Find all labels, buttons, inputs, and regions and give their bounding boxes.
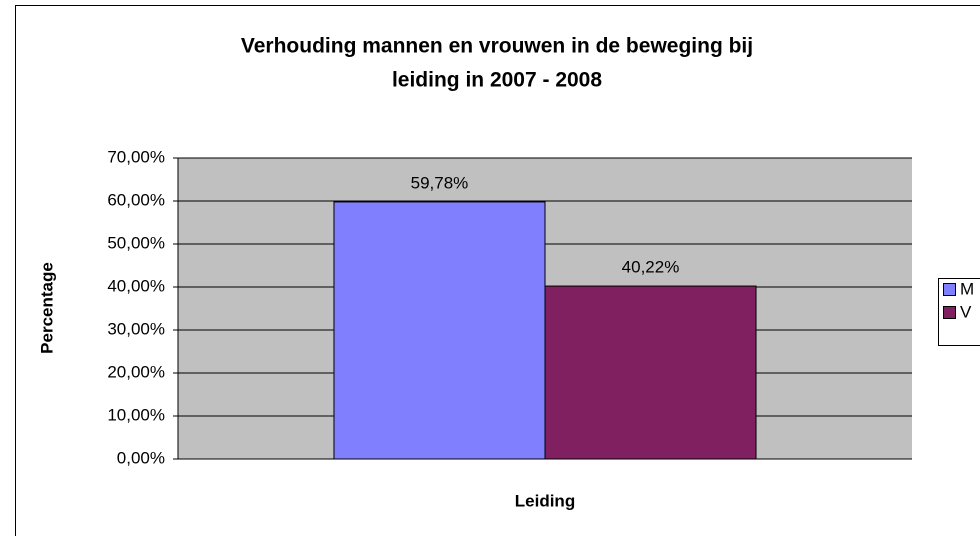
y-tick-label: 70,00%: [107, 147, 165, 166]
data-label: 59,78%: [411, 173, 469, 192]
y-axis-label: Percentage: [37, 262, 56, 354]
y-tick-label: 10,00%: [107, 405, 165, 424]
legend-swatch: [943, 283, 956, 296]
y-tick-label: 20,00%: [107, 362, 165, 381]
bar: [333, 201, 546, 460]
y-tick-label: 30,00%: [107, 319, 165, 338]
legend-swatch: [943, 306, 956, 319]
chart-title: Verhouding mannen en vrouwen in de beweg…: [241, 35, 753, 58]
legend-label: M: [960, 279, 974, 298]
x-axis-label: Leiding: [515, 491, 575, 510]
y-tick-label: 40,00%: [107, 276, 165, 295]
legend-label: V: [960, 302, 972, 321]
chart-title: leiding in 2007 - 2008: [392, 69, 602, 92]
data-label: 40,22%: [622, 258, 680, 277]
bar: [544, 285, 757, 460]
y-tick-label: 60,00%: [107, 190, 165, 209]
y-tick-label: 50,00%: [107, 233, 165, 252]
y-tick-label: 0,00%: [117, 448, 165, 467]
